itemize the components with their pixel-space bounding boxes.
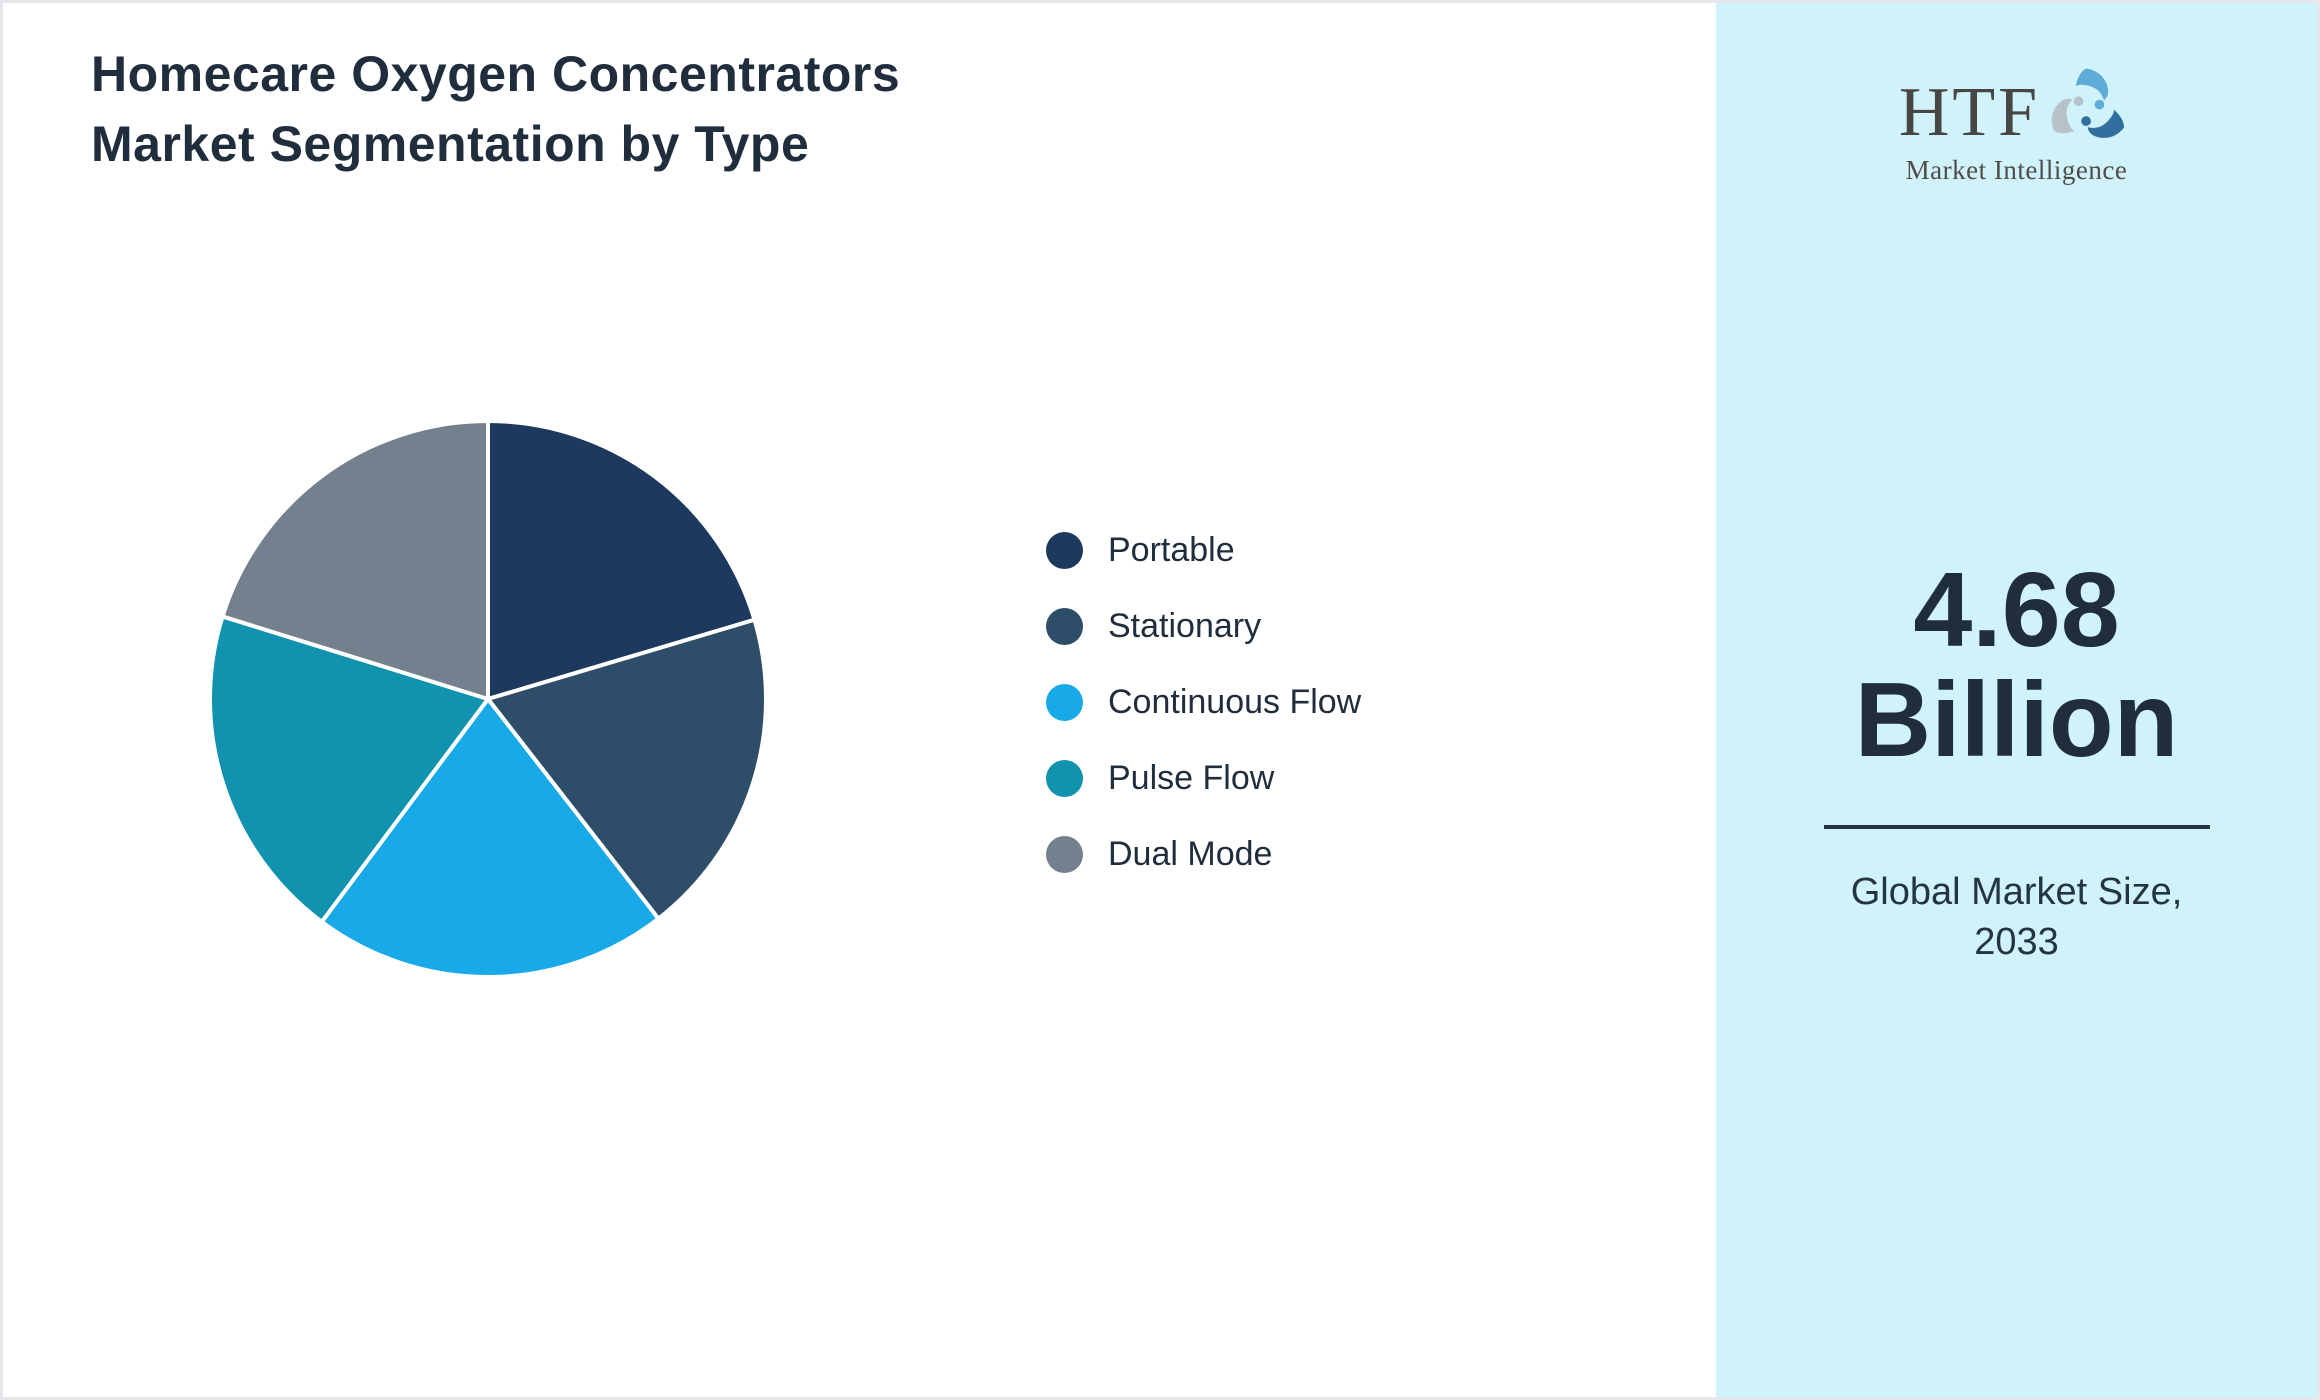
market-size-caption-line2: 2033: [1974, 921, 2059, 963]
legend-label: Continuous Flow: [1108, 683, 1362, 721]
legend-swatch-icon: [1046, 608, 1083, 645]
legend-label: Stationary: [1108, 607, 1262, 645]
legend-label: Dual Mode: [1108, 835, 1273, 873]
legend-swatch-icon: [1046, 760, 1083, 797]
page-title: Homecare Oxygen Concentrators Market Seg…: [91, 39, 900, 179]
market-size-value: 4.68 Billion: [1716, 555, 2317, 775]
page-title-line2: Market Segmentation by Type: [91, 116, 810, 172]
pie-slice-dual-mode: [220, 419, 490, 701]
market-size-value-line1: 4.68: [1913, 551, 2120, 669]
legend-label: Portable: [1108, 531, 1235, 569]
legend-swatch-icon: [1046, 532, 1083, 569]
legend-item-portable: Portable: [1046, 531, 1361, 569]
legend-swatch-icon: [1046, 684, 1083, 721]
legend-item-pulse-flow: Pulse Flow: [1046, 759, 1361, 797]
legend-swatch-icon: [1046, 836, 1083, 873]
market-size-caption: Global Market Size, 2033: [1716, 867, 2317, 967]
legend: Portable Stationary Continuous Flow Pulse F…: [1046, 531, 1362, 873]
pie-slice-continuous-flow: [319, 697, 661, 979]
page-title-line1: Homecare Oxygen Concentrators: [91, 46, 901, 102]
market-size-block: 4.68 Billion Global Market Size, 2033: [1716, 555, 2317, 967]
pie-slice-stationary: [486, 617, 769, 921]
legend-item-continuous-flow: Continuous Flow: [1046, 683, 1362, 721]
pie-chart: [205, 416, 771, 982]
sidebar: HTF Market Intelligence: [1716, 3, 2317, 1397]
htf-logo-text: HTF: [1898, 74, 2041, 151]
dolphin-swirl-icon: [2051, 68, 2125, 138]
pie-slice-pulse-flow: [208, 614, 490, 924]
htf-logo-row: HTF: [1898, 68, 2134, 153]
market-size-caption-line1: Global Market Size,: [1850, 871, 2183, 913]
pie-chart-svg: [208, 419, 769, 979]
legend-item-stationary: Stationary: [1046, 607, 1361, 645]
divider-line: [1823, 825, 2210, 829]
legend-label: Pulse Flow: [1108, 759, 1275, 797]
htf-logo-subtext: Market Intelligence: [1905, 155, 2128, 185]
htf-logo: HTF Market Intelligence: [1716, 68, 2317, 186]
legend-item-dual-mode: Dual Mode: [1046, 835, 1361, 873]
pie-slice-portable: [486, 419, 757, 701]
market-size-value-line2: Billion: [1854, 661, 2179, 779]
